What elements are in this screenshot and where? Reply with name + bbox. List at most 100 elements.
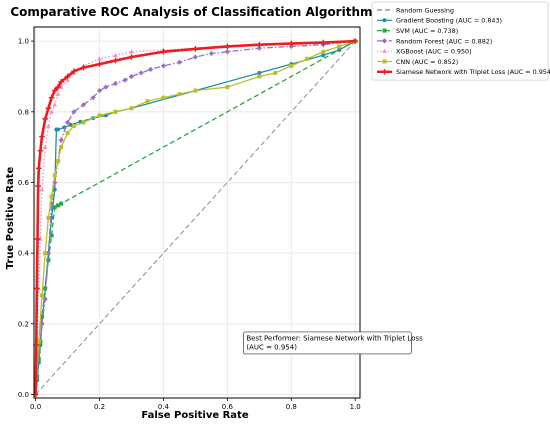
series-6-point bbox=[224, 43, 231, 50]
series-1-point bbox=[68, 122, 73, 127]
series-4-point bbox=[38, 236, 43, 241]
x-tick-label: 0.4 bbox=[158, 403, 170, 411]
series-3-point bbox=[71, 109, 77, 115]
series-6-point bbox=[71, 68, 77, 74]
series-3-point bbox=[176, 59, 183, 65]
series-4-point bbox=[49, 109, 54, 114]
series-1-point bbox=[257, 70, 262, 75]
y-tick-label: 0.0 bbox=[18, 391, 29, 399]
legend-item-5: CNN (AUC = 0.852) bbox=[377, 58, 458, 66]
x-tick-label: 0.2 bbox=[94, 403, 105, 411]
legend-label: CNN (AUC = 0.852) bbox=[396, 58, 458, 66]
series-5-point bbox=[49, 194, 54, 199]
series-6-point bbox=[51, 87, 58, 94]
series-5-point bbox=[55, 159, 60, 164]
series-3-point bbox=[80, 102, 87, 108]
series-6-point bbox=[160, 48, 167, 55]
series-6-point bbox=[39, 133, 45, 140]
series-5-point bbox=[337, 44, 342, 49]
legend-label: Random Guessing bbox=[396, 6, 454, 14]
series-5-point bbox=[81, 120, 86, 125]
series-3-point bbox=[224, 49, 230, 55]
y-axis-ticks: 0.0 0.2 0.4 0.6 0.8 1.0 bbox=[18, 38, 34, 399]
series-3-point bbox=[42, 296, 48, 302]
legend-box bbox=[371, 1, 549, 81]
legend-item-0: Random Guessing bbox=[377, 6, 454, 14]
series-4-point bbox=[97, 56, 102, 61]
y-tick-label: 0.4 bbox=[18, 250, 30, 258]
series-2-point bbox=[49, 233, 54, 238]
annotation-box bbox=[242, 331, 412, 355]
series-4-point bbox=[42, 144, 48, 149]
series-4-point bbox=[113, 52, 118, 58]
series-3-point bbox=[112, 80, 119, 87]
best-performer-annotation: Best Performer: Siamese Network with Tri… bbox=[242, 331, 423, 355]
series-6-point bbox=[34, 285, 40, 292]
series-5-point bbox=[71, 123, 76, 128]
series-5-point bbox=[177, 92, 182, 97]
series-5-point bbox=[43, 251, 48, 256]
series-5-point bbox=[46, 215, 51, 220]
series-2-point bbox=[55, 203, 60, 208]
annotation-line: Best Performer: Siamese Network with Tri… bbox=[246, 334, 423, 342]
y-tick-label: 0.2 bbox=[18, 320, 29, 328]
series-3-point bbox=[90, 95, 96, 101]
legend-item-6: Siamese Network with Triplet Loss (AUC =… bbox=[377, 68, 550, 76]
series-6-point bbox=[34, 236, 41, 242]
legend-label: Gradient Boosting (AUC = 0.843) bbox=[396, 17, 502, 25]
series-3-point bbox=[208, 50, 214, 57]
series-6-point bbox=[45, 105, 52, 112]
series-5-point bbox=[65, 131, 70, 135]
legend-item-4: XGBoost (AUC = 0.950) bbox=[377, 48, 472, 56]
series-6-point bbox=[35, 165, 42, 172]
series-3-point bbox=[160, 63, 167, 69]
annotation-line: (AUC = 0.954) bbox=[246, 343, 297, 351]
series-5-point bbox=[193, 88, 198, 93]
legend-swatch-marker bbox=[381, 38, 388, 44]
series-5-point bbox=[289, 63, 294, 68]
legend-label: Random Forest (AUC = 0.882) bbox=[396, 37, 492, 45]
series-6-point bbox=[42, 116, 48, 122]
series-5-point bbox=[129, 106, 134, 111]
series-5-point bbox=[39, 293, 44, 298]
series-1-point bbox=[321, 53, 326, 58]
x-axis-label: False Positive Rate bbox=[141, 410, 248, 421]
series-4-point bbox=[58, 84, 64, 89]
series-1-point bbox=[55, 127, 60, 132]
x-tick-label: 1.0 bbox=[350, 403, 361, 411]
series-5-point bbox=[52, 173, 57, 178]
x-tick-label: 0.0 bbox=[30, 403, 41, 411]
x-tick-label: 0.8 bbox=[286, 403, 297, 411]
series-6-point bbox=[128, 54, 135, 60]
series-5-point bbox=[321, 49, 326, 54]
chart-title: Comparative ROC Analysis of Classificati… bbox=[10, 5, 379, 19]
series-5-point bbox=[36, 339, 41, 344]
series-4-line bbox=[34, 40, 356, 395]
series-6-point bbox=[48, 94, 55, 101]
legend-swatch-marker bbox=[382, 59, 387, 64]
legend-swatch-marker bbox=[382, 48, 387, 53]
series-6-group bbox=[32, 38, 359, 398]
series-2-point bbox=[39, 314, 44, 319]
series-4-point bbox=[46, 123, 51, 128]
series-5-point bbox=[145, 99, 150, 104]
series-6-point bbox=[352, 38, 359, 44]
x-axis-ticks: 0.0 0.2 0.4 0.6 0.8 1.0 bbox=[30, 398, 361, 411]
legend-label: SVM (AUC = 0.738) bbox=[396, 27, 458, 35]
series-3-point bbox=[96, 88, 103, 94]
series-5-point bbox=[257, 74, 262, 79]
legend-item-1: Gradient Boosting (AUC = 0.843) bbox=[377, 17, 502, 25]
series-6-point bbox=[256, 41, 263, 48]
series-4-point bbox=[55, 91, 61, 96]
series-3-point bbox=[288, 43, 294, 50]
legend-swatch-marker bbox=[382, 18, 387, 23]
legend-swatch-marker bbox=[381, 69, 388, 75]
y-tick-label: 0.6 bbox=[18, 179, 30, 187]
series-6-point bbox=[64, 73, 71, 80]
series-4-point bbox=[129, 49, 134, 54]
x-tick-label: 0.6 bbox=[222, 403, 234, 411]
series-6-point bbox=[288, 40, 295, 47]
series-5-point bbox=[305, 56, 310, 61]
legend-label: XGBoost (AUC = 0.950) bbox=[396, 48, 472, 56]
